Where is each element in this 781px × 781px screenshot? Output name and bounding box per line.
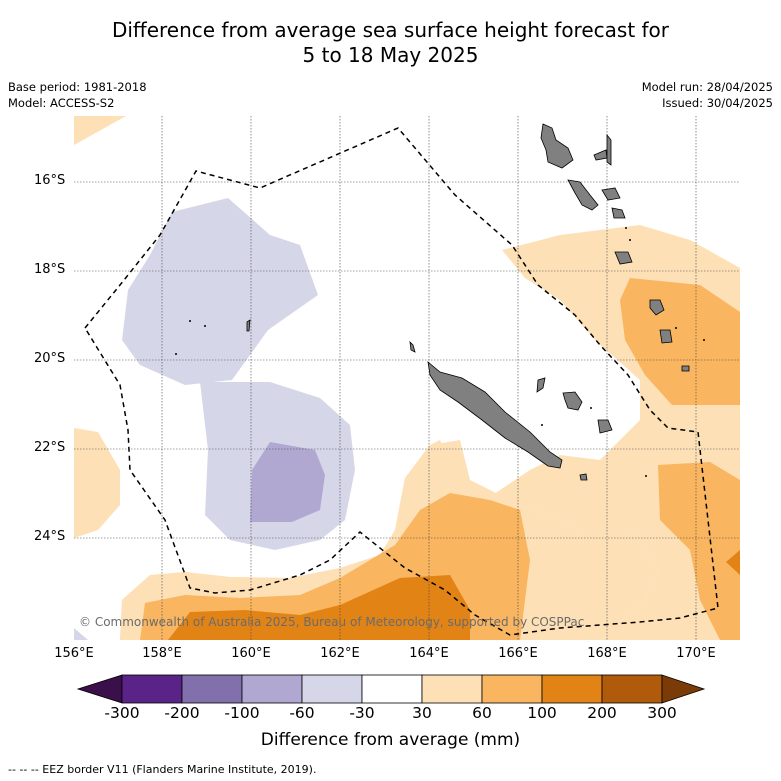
colorbar-bin-2 — [181, 674, 243, 704]
vanuatu-maewo — [606, 133, 612, 166]
lon-label-156e: 156°E — [54, 646, 94, 661]
map-title: Difference from average sea surface heig… — [0, 18, 781, 68]
colorbar-bin-3 — [241, 674, 303, 704]
vanuatu-tanna — [614, 251, 633, 265]
colorbar-bin-7 — [481, 674, 543, 704]
colorbar-bin-4 — [301, 674, 363, 704]
lon-label-162e: 162°E — [320, 646, 360, 661]
lat-label-20s: 20°S — [34, 351, 66, 366]
lon-label-166e: 166°E — [498, 646, 538, 661]
hunter-island — [681, 365, 690, 372]
colorbar-bin-8 — [541, 674, 603, 704]
loyalty-mare — [597, 419, 613, 434]
lat-label-22s: 22°S — [34, 440, 66, 455]
vanuatu-espiritu-santo — [540, 123, 574, 169]
chesterfield-islet — [246, 319, 251, 332]
title-line-2: 5 to 18 May 2025 — [302, 43, 479, 67]
contour-100-200-east-edge — [726, 550, 740, 575]
contour-60-100-east — [620, 278, 740, 405]
colorbar-bin-6 — [421, 674, 483, 704]
matthew-island-1 — [649, 299, 665, 316]
loyalty-lifou — [562, 391, 583, 411]
copyright-notice: © Commonwealth of Australia 2025, Bureau… — [79, 615, 585, 629]
contour-30-60-west — [74, 428, 120, 538]
colorbar-tick-200: 200 — [587, 704, 617, 722]
small-islets — [175, 227, 705, 477]
land — [246, 123, 690, 481]
colorbar-bin-5 — [361, 674, 423, 704]
contour-100-200-south — [168, 575, 470, 640]
colorbar-tick-100: 100 — [527, 704, 557, 722]
contour-30-60-topleft — [74, 116, 126, 145]
colorbar-extend-high — [661, 674, 706, 704]
base-period: Base period: 1981-2018 — [8, 80, 147, 94]
contour-neg60-100 — [250, 442, 325, 522]
colorbar-tick-30: 30 — [412, 704, 432, 722]
lon-label-164e: 164°E — [409, 646, 449, 661]
lat-label-18s: 18°S — [34, 262, 66, 277]
contour-neg-corner — [74, 628, 88, 640]
run-info: Model run: 28/04/2025 Issued: 30/04/2025 — [642, 79, 773, 111]
vanuatu-malekula — [567, 179, 599, 211]
eez-border — [84, 127, 719, 636]
new-caledonia — [427, 361, 563, 469]
matthew-island-2 — [659, 329, 673, 344]
vanuatu-erromango — [611, 207, 626, 219]
lat-label-24s: 24°S — [34, 529, 66, 544]
vanuatu-efate — [601, 187, 621, 201]
contour-60-100-southeast — [658, 462, 740, 640]
contour-neg30-60-west — [122, 198, 318, 385]
model-info: Base period: 1981-2018 Model: ACCESS-S2 — [8, 79, 147, 111]
colorbar-tick-60: 60 — [472, 704, 492, 722]
colorbar-tick-neg200: -200 — [164, 704, 200, 722]
belep-islands — [409, 340, 416, 353]
colorbar-extend-low — [76, 674, 123, 704]
colorbar-tick-neg60: -60 — [289, 704, 315, 722]
loyalty-ouvea — [536, 377, 546, 393]
model-name: Model: ACCESS-S2 — [8, 96, 115, 110]
colorbar-bin-9 — [601, 674, 663, 704]
lat-label-16s: 16°S — [34, 173, 66, 188]
eez-legend-note: -- -- -- EEZ border V11 (Flanders Marine… — [8, 763, 317, 776]
lon-label-170e: 170°E — [676, 646, 716, 661]
colorbar — [76, 674, 706, 704]
lon-label-160e: 160°E — [231, 646, 271, 661]
plot-area — [74, 116, 740, 640]
lon-label-168e: 168°E — [587, 646, 627, 661]
isle-of-pines — [579, 473, 588, 481]
colorbar-tick-neg300: -300 — [104, 704, 140, 722]
colorbar-label: Difference from average (mm) — [260, 730, 521, 750]
lon-label-158e: 158°E — [142, 646, 182, 661]
colorbar-bin-1 — [121, 674, 183, 704]
model-run: Model run: 28/04/2025 — [641, 80, 773, 94]
issued-date: Issued: 30/04/2025 — [662, 96, 773, 110]
colorbar-tick-neg30: -30 — [349, 704, 375, 722]
colorbar-tick-neg100: -100 — [224, 704, 260, 722]
title-line-1: Difference from average sea surface heig… — [111, 18, 670, 42]
graticule — [74, 116, 740, 640]
colorbar-tick-300: 300 — [647, 704, 677, 722]
